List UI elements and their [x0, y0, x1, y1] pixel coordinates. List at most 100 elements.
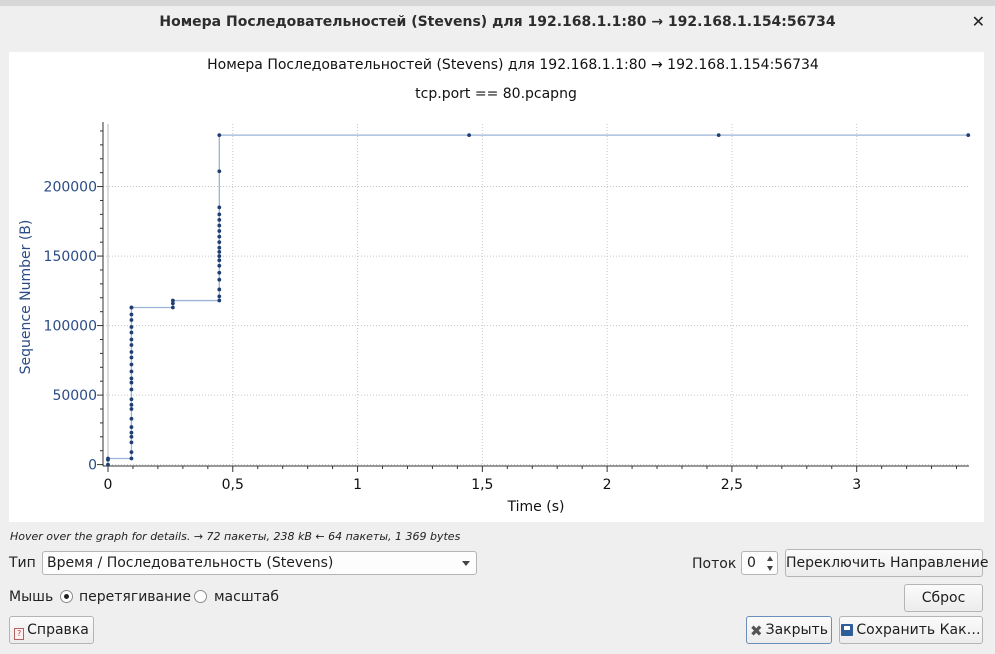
data-point[interactable] [129, 440, 134, 445]
drag-radio-label[interactable]: перетягивание [79, 589, 191, 605]
data-point[interactable] [217, 229, 222, 233]
data-point[interactable] [170, 305, 175, 310]
data-point[interactable] [716, 133, 721, 138]
help-button-label: Справка [27, 622, 89, 638]
stream-value: 0 [747, 555, 756, 571]
spin-down-icon[interactable] [767, 566, 773, 571]
title-bar: Номера Последовательностей (Stevens) для… [0, 6, 995, 40]
data-point[interactable] [217, 133, 222, 138]
data-point[interactable] [129, 456, 134, 461]
series-step-line [107, 134, 969, 465]
data-point[interactable] [129, 325, 134, 329]
data-point[interactable] [217, 287, 222, 292]
x-tick-label: 2,5 [721, 477, 743, 493]
top-window-strip [0, 0, 995, 6]
data-point[interactable] [217, 254, 222, 258]
data-point[interactable] [129, 343, 134, 347]
y-tick-label: 100000 [44, 319, 97, 335]
graph-hint: Hover over the graph for details. → 72 п… [10, 530, 461, 543]
data-point[interactable] [129, 434, 134, 439]
data-point[interactable] [129, 305, 134, 310]
data-point[interactable] [170, 298, 175, 303]
data-point[interactable] [129, 407, 134, 411]
x-tick-label: 1 [353, 477, 362, 493]
x-tick-label: 0 [104, 477, 113, 493]
graph-area[interactable]: 0 0,5 1 1,5 2 2,5 3 0 50000 100000 150000 200000 Но… [9, 52, 984, 522]
drag-radio[interactable] [60, 590, 73, 603]
help-button[interactable]: ? Справка [9, 616, 94, 644]
spin-up-icon[interactable] [767, 556, 773, 561]
data-point[interactable] [217, 218, 222, 222]
data-point[interactable] [129, 397, 134, 402]
data-point[interactable] [129, 380, 134, 385]
save-as-button-label: Сохранить Как… [856, 622, 981, 638]
y-tick-label: 50000 [52, 388, 97, 404]
x-tick-label: 1,5 [471, 477, 493, 493]
data-point[interactable] [129, 402, 134, 407]
data-point[interactable] [467, 133, 472, 138]
data-point[interactable] [217, 245, 222, 250]
stream-spinbox[interactable]: 0 [741, 551, 778, 575]
x-tick-label: 3 [852, 477, 861, 493]
switch-direction-button[interactable]: Переключить Направление [785, 549, 988, 577]
data-point[interactable] [129, 425, 134, 429]
close-button[interactable]: ✖ Закрыть [746, 616, 832, 644]
data-point[interactable] [106, 462, 110, 467]
y-tick-label: 150000 [44, 249, 97, 265]
save-as-button[interactable]: Сохранить Как… [839, 616, 983, 644]
graph-type-value: Время / Последовательность (Stevens) [47, 555, 334, 571]
window-title: Номера Последовательностей (Stevens) для… [159, 14, 836, 30]
close-icon: ✖ [750, 622, 763, 640]
data-point[interactable] [129, 337, 134, 342]
help-icon: ? [14, 628, 25, 640]
data-point[interactable] [129, 350, 134, 354]
zoom-radio-label[interactable]: масштаб [214, 589, 280, 605]
data-point[interactable] [217, 298, 222, 303]
x-tick-label: 2 [603, 477, 612, 493]
data-point[interactable] [106, 456, 110, 461]
data-point[interactable] [129, 450, 134, 454]
y-tick-label: 0 [88, 458, 97, 474]
reset-button[interactable]: Сброс [904, 584, 983, 612]
data-point[interactable] [217, 258, 222, 263]
zoom-radio[interactable] [194, 590, 207, 603]
window-close-icon[interactable]: ✕ [971, 12, 985, 31]
data-point[interactable] [129, 416, 134, 421]
type-label: Тип [9, 555, 36, 571]
data-point[interactable] [217, 270, 222, 275]
data-point[interactable] [170, 301, 175, 306]
y-axis-label: Sequence Number (B) [18, 220, 34, 375]
graph-title: Номера Последовательностей (Stevens) для… [207, 57, 819, 73]
data-point[interactable] [129, 312, 134, 317]
data-point[interactable] [129, 369, 134, 374]
save-icon [841, 624, 854, 636]
data-point[interactable] [217, 263, 222, 268]
data-point[interactable] [129, 376, 134, 381]
data-point[interactable] [217, 277, 222, 282]
close-button-label: Закрыть [765, 622, 828, 638]
data-point[interactable] [129, 387, 134, 392]
data-point[interactable] [217, 205, 222, 210]
data-point[interactable] [129, 318, 134, 322]
y-tick-label: 200000 [44, 180, 97, 196]
data-point[interactable] [129, 430, 134, 435]
x-tick-label: 0,5 [222, 477, 244, 493]
data-point[interactable] [129, 330, 134, 335]
sequence-graph[interactable]: 0 0,5 1 1,5 2 2,5 3 0 50000 100000 150000 200000 Но… [9, 52, 984, 522]
data-point[interactable] [966, 133, 971, 138]
data-point[interactable] [217, 234, 222, 239]
data-point[interactable] [217, 240, 222, 245]
radio-selected-dot [64, 594, 69, 599]
data-point[interactable] [217, 294, 222, 299]
data-point[interactable] [129, 362, 134, 367]
stream-label: Поток [692, 556, 737, 572]
mouse-label: Мышь [9, 589, 54, 605]
data-point[interactable] [217, 223, 222, 228]
data-point[interactable] [217, 169, 222, 174]
data-point[interactable] [217, 212, 222, 217]
graph-subtitle: tcp.port == 80.pcapng [415, 86, 577, 102]
graph-type-select[interactable]: Время / Последовательность (Stevens) [42, 551, 477, 575]
data-point[interactable] [129, 355, 134, 360]
data-point[interactable] [217, 250, 222, 254]
chevron-down-icon [462, 561, 470, 566]
